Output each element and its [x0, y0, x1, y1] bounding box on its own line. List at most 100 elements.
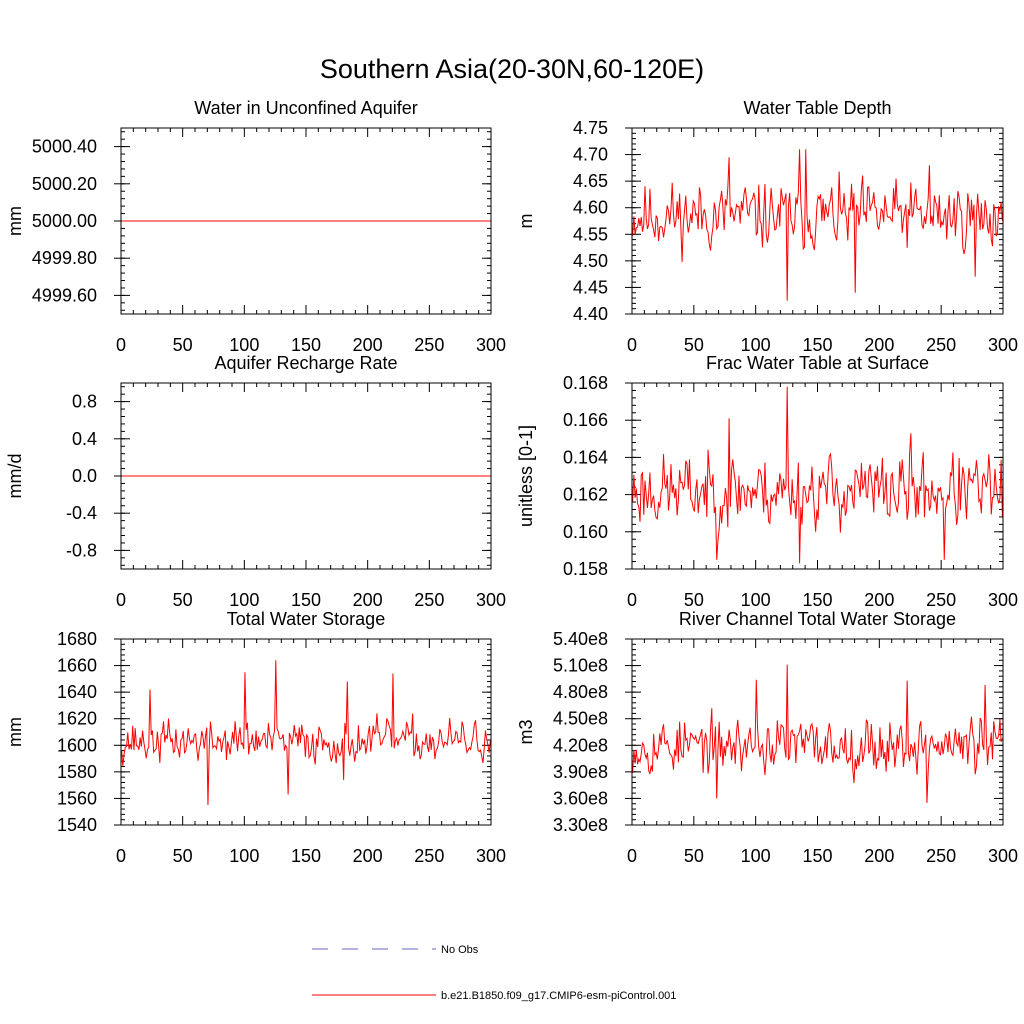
- x-tick-label: 200: [353, 846, 383, 866]
- x-tick-label: 300: [988, 335, 1018, 355]
- x-tick-label: 300: [476, 590, 506, 610]
- plot-frame: [631, 127, 1004, 315]
- x-tick-label: 0: [627, 335, 637, 355]
- y-tick-label: 4.70: [573, 145, 608, 165]
- y-tick-label: 4.50e8: [553, 709, 608, 729]
- panel-title: Water Table Depth: [743, 98, 891, 118]
- x-tick-label: 150: [291, 846, 321, 866]
- y-tick-label: 5.40e8: [553, 629, 608, 649]
- x-tick-label: 200: [864, 846, 894, 866]
- y-tick-label: 0.4: [72, 429, 97, 449]
- y-tick-label: 4.40: [573, 304, 608, 324]
- y-axis-label: mm: [5, 717, 25, 747]
- x-tick-label: 50: [173, 335, 193, 355]
- y-tick-label: 4.20e8: [553, 735, 608, 755]
- y-tick-label: 1640: [57, 682, 97, 702]
- y-tick-label: 4.60: [573, 198, 608, 218]
- y-tick-label: 4.45: [573, 277, 608, 297]
- x-tick-label: 100: [741, 335, 771, 355]
- x-tick-label: 0: [627, 590, 637, 610]
- legend-label-model: b.e21.B1850.f09_g17.CMIP6-esm-piControl.…: [441, 990, 676, 1002]
- x-tick-label: 300: [988, 846, 1018, 866]
- y-tick-label: 4.50: [573, 251, 608, 271]
- panel-title: River Channel Total Water Storage: [679, 609, 956, 629]
- y-tick-label: 1580: [57, 762, 97, 782]
- y-tick-label: 3.30e8: [553, 815, 608, 835]
- series-line: [632, 149, 1003, 301]
- y-tick-label: 0.160: [563, 522, 608, 542]
- y-tick-label: 1660: [57, 656, 97, 676]
- x-tick-label: 150: [802, 846, 832, 866]
- y-tick-label: 4.55: [573, 224, 608, 244]
- y-tick-label: 4.65: [573, 171, 608, 191]
- x-tick-label: 100: [741, 846, 771, 866]
- legend: No Obs b.e21.B1850.f09_g17.CMIP6-esm-piC…: [312, 944, 676, 1002]
- x-tick-label: 250: [926, 846, 956, 866]
- panel-4: Frac Water Table at Surface unitless [0-1…: [516, 353, 1018, 610]
- y-tick-label: 0.164: [563, 447, 608, 467]
- y-axis-label: m3: [516, 719, 536, 744]
- x-tick-label: 50: [684, 335, 704, 355]
- x-tick-label: 200: [864, 335, 894, 355]
- y-tick-label: 5000.40: [32, 137, 97, 157]
- y-tick-label: 4999.80: [32, 248, 97, 268]
- series-line: [121, 660, 491, 806]
- y-tick-label: 0.166: [563, 410, 608, 430]
- x-tick-label: 100: [741, 590, 771, 610]
- y-tick-label: 5.10e8: [553, 656, 608, 676]
- y-tick-label: 3.60e8: [553, 788, 608, 808]
- figure-title: Southern Asia(20-30N,60-120E): [320, 54, 704, 84]
- plot-frame: [631, 382, 1004, 570]
- panels: Water in Unconfined Aquifer mm 0 50 100 150 20…: [5, 98, 1018, 866]
- y-tick-label: 4999.60: [32, 285, 97, 305]
- x-tick-label: 150: [802, 335, 832, 355]
- x-tick-label: 150: [802, 590, 832, 610]
- panel-6: River Channel Total Water Storage m3 0 50 10…: [516, 609, 1018, 866]
- y-tick-label: 1600: [57, 735, 97, 755]
- x-tick-label: 50: [684, 590, 704, 610]
- plot-frame: [120, 127, 492, 315]
- y-axis-label: m: [516, 214, 536, 229]
- x-tick-label: 250: [414, 590, 444, 610]
- y-tick-label: 5000.20: [32, 174, 97, 194]
- x-tick-label: 200: [353, 335, 383, 355]
- y-tick-label: 0.162: [563, 485, 608, 505]
- y-tick-label: 3.90e8: [553, 762, 608, 782]
- x-tick-label: 50: [173, 590, 193, 610]
- y-tick-label: -0.4: [66, 503, 97, 523]
- legend-label-no-obs: No Obs: [441, 944, 479, 956]
- y-axis-label: mm/d: [5, 454, 25, 499]
- plot-frame: [120, 382, 492, 570]
- y-axis-label: mm: [5, 206, 25, 236]
- y-tick-label: 1620: [57, 709, 97, 729]
- x-tick-label: 300: [988, 590, 1018, 610]
- x-tick-label: 300: [476, 846, 506, 866]
- y-tick-label: 1560: [57, 788, 97, 808]
- panel-title: Total Water Storage: [227, 609, 385, 629]
- y-tick-label: 0.168: [563, 373, 608, 393]
- x-tick-label: 0: [116, 590, 126, 610]
- panel-5: Total Water Storage mm 0 50 100 150 200 250 300 1…: [5, 609, 506, 866]
- x-tick-label: 100: [229, 590, 259, 610]
- y-tick-label: 5000.00: [32, 211, 97, 231]
- x-tick-label: 300: [476, 335, 506, 355]
- y-tick-label: 4.75: [573, 118, 608, 138]
- x-tick-label: 250: [414, 846, 444, 866]
- y-tick-label: 1680: [57, 629, 97, 649]
- x-tick-label: 100: [229, 846, 259, 866]
- x-tick-label: 100: [229, 335, 259, 355]
- x-tick-label: 150: [291, 335, 321, 355]
- x-tick-label: 200: [353, 590, 383, 610]
- x-tick-label: 250: [926, 335, 956, 355]
- plot-frame: [631, 638, 1004, 826]
- y-tick-label: -0.8: [66, 540, 97, 560]
- x-tick-label: 50: [684, 846, 704, 866]
- plot-frame: [120, 638, 492, 826]
- panel-title: Water in Unconfined Aquifer: [194, 98, 417, 118]
- y-tick-label: 1540: [57, 815, 97, 835]
- panel-3: Aquifer Recharge Rate mm/d 0 50 100 150 200 250…: [5, 353, 506, 610]
- series-line: [632, 386, 1003, 564]
- y-axis-label: unitless [0-1]: [516, 425, 536, 527]
- y-tick-label: 4.80e8: [553, 682, 608, 702]
